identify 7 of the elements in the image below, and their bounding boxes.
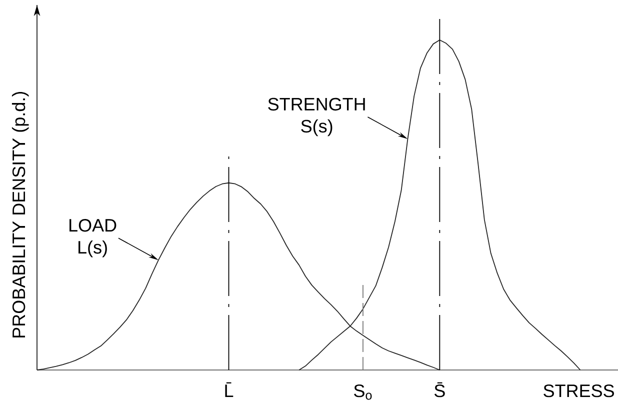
- x-tick-label: L̄: [225, 382, 234, 397]
- text: STRENGTH S(s): [268, 98, 365, 136]
- y-axis-title: PROBABILITY DENSITY (p.d.): [12, 92, 29, 338]
- text: LOAD L(s): [70, 218, 116, 258]
- x-axis-title: STRESS: [544, 384, 614, 398]
- x-tick-label: S̄: [434, 382, 445, 398]
- x-tick-label: S$_{o}$: [354, 384, 372, 400]
